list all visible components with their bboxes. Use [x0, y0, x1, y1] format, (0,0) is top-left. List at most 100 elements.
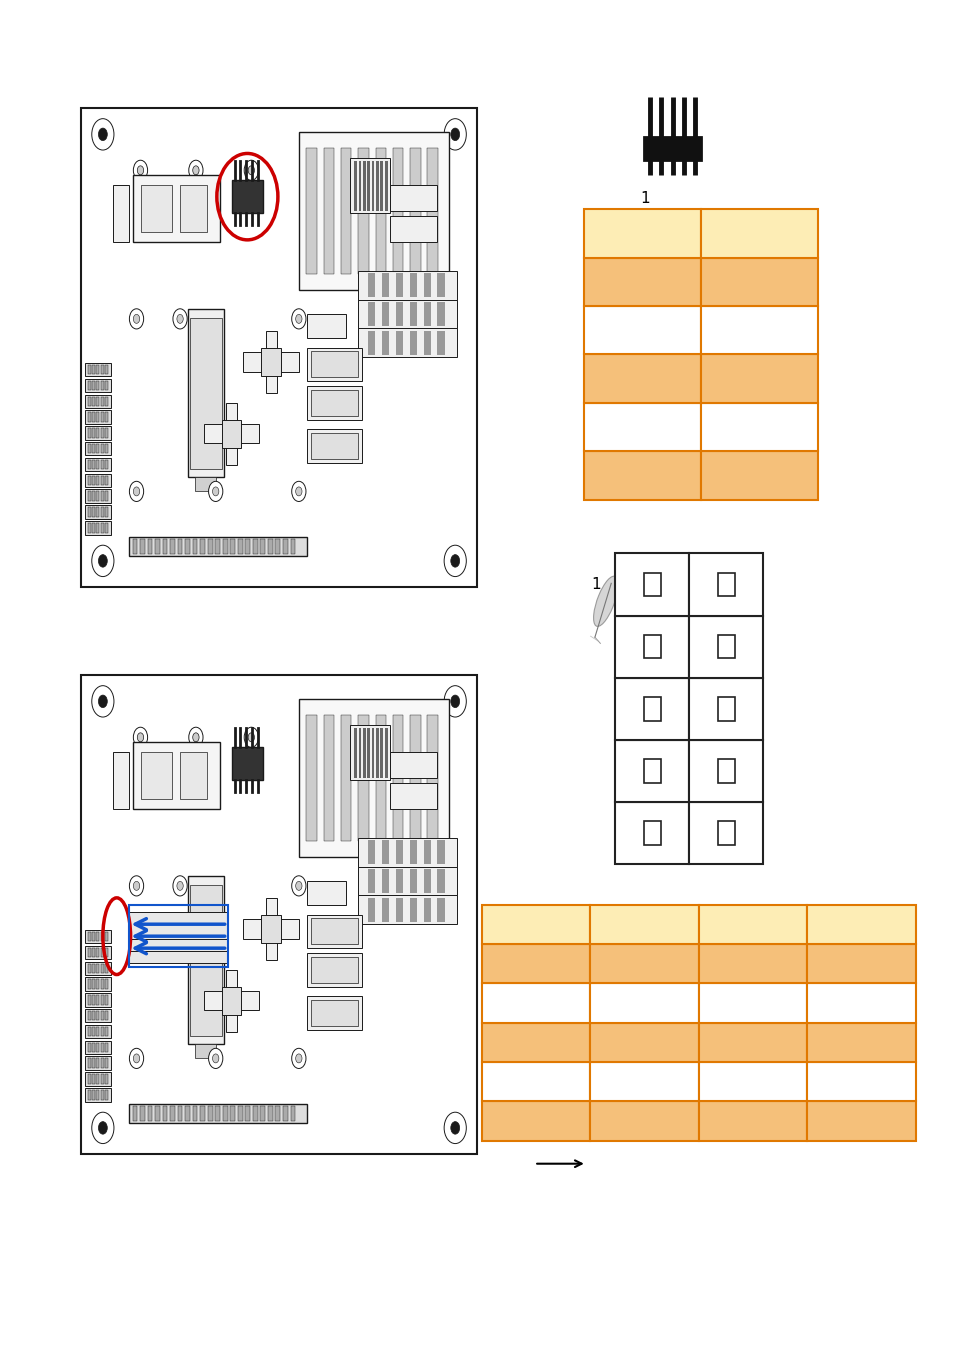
Bar — [688, 740, 762, 802]
Bar — [105, 364, 108, 374]
Bar — [436, 898, 444, 922]
Bar — [245, 540, 250, 553]
Bar — [91, 524, 95, 532]
Bar — [96, 491, 99, 501]
Bar — [85, 427, 111, 440]
Bar — [395, 273, 402, 297]
Bar — [232, 747, 263, 780]
Bar — [358, 161, 361, 211]
Bar — [81, 108, 476, 587]
Circle shape — [91, 545, 113, 576]
Bar — [643, 821, 659, 845]
Bar — [393, 714, 403, 841]
Bar — [85, 474, 111, 487]
Bar — [268, 540, 273, 553]
Bar — [88, 1075, 91, 1084]
Circle shape — [295, 315, 302, 324]
Bar — [105, 979, 108, 988]
Bar — [148, 1107, 152, 1120]
Bar — [162, 540, 167, 553]
Bar — [85, 1041, 111, 1054]
Circle shape — [172, 309, 187, 329]
Bar — [96, 1042, 99, 1052]
Bar — [85, 1088, 111, 1102]
Bar — [261, 348, 280, 375]
Bar — [85, 930, 111, 944]
Bar — [105, 428, 108, 437]
Bar — [372, 728, 375, 778]
Bar — [88, 1091, 91, 1099]
Bar — [88, 508, 91, 517]
Bar — [237, 1107, 242, 1120]
Bar — [806, 1102, 915, 1141]
Bar — [132, 540, 137, 553]
Circle shape — [451, 1122, 459, 1134]
Bar — [307, 882, 346, 905]
Bar — [368, 331, 375, 355]
Bar — [590, 1062, 698, 1102]
Bar — [91, 364, 95, 374]
Bar — [368, 869, 375, 894]
Bar — [105, 1075, 108, 1084]
Bar — [96, 364, 99, 374]
Bar — [105, 964, 108, 973]
Bar — [226, 969, 236, 1033]
Bar — [129, 1104, 307, 1123]
Bar — [155, 1107, 160, 1120]
Bar — [91, 381, 95, 390]
Bar — [101, 475, 104, 485]
Circle shape — [137, 166, 144, 174]
Bar — [410, 714, 420, 841]
Bar — [91, 1058, 95, 1068]
Bar — [101, 524, 104, 532]
Bar — [88, 1011, 91, 1021]
Bar — [395, 302, 402, 327]
Bar — [298, 699, 449, 857]
Bar — [323, 147, 334, 274]
Bar — [230, 540, 234, 553]
Bar — [101, 1058, 104, 1068]
Bar — [85, 505, 111, 518]
Bar — [85, 521, 111, 535]
Circle shape — [172, 876, 187, 896]
Circle shape — [292, 482, 306, 501]
Bar — [253, 540, 257, 553]
Bar — [423, 302, 430, 327]
Bar — [85, 994, 111, 1007]
Bar — [85, 441, 111, 455]
Bar — [261, 915, 280, 942]
Bar — [395, 898, 402, 922]
Bar — [91, 1027, 95, 1037]
Bar — [101, 1091, 104, 1099]
Bar — [91, 948, 95, 957]
Circle shape — [130, 482, 144, 501]
Bar — [358, 714, 369, 841]
Bar — [101, 444, 104, 454]
Bar — [105, 931, 108, 941]
Bar — [698, 1102, 806, 1141]
Bar — [88, 397, 91, 406]
Bar — [85, 394, 111, 408]
Bar — [91, 1075, 95, 1084]
Bar — [101, 412, 104, 421]
Bar — [101, 381, 104, 390]
Circle shape — [295, 882, 302, 891]
Bar — [583, 306, 700, 354]
Bar — [91, 995, 95, 1004]
Bar — [806, 1062, 915, 1102]
Circle shape — [295, 487, 302, 495]
Bar — [222, 987, 241, 1015]
Circle shape — [299, 728, 314, 748]
Bar — [481, 904, 590, 944]
Bar — [88, 979, 91, 988]
Circle shape — [133, 1054, 139, 1062]
Bar — [170, 1107, 174, 1120]
Text: 1: 1 — [639, 190, 649, 205]
Bar — [291, 540, 295, 553]
Circle shape — [248, 733, 254, 741]
Bar — [375, 147, 386, 274]
Bar — [91, 1091, 95, 1099]
Circle shape — [244, 728, 258, 748]
Bar — [170, 540, 174, 553]
Bar — [85, 1025, 111, 1038]
